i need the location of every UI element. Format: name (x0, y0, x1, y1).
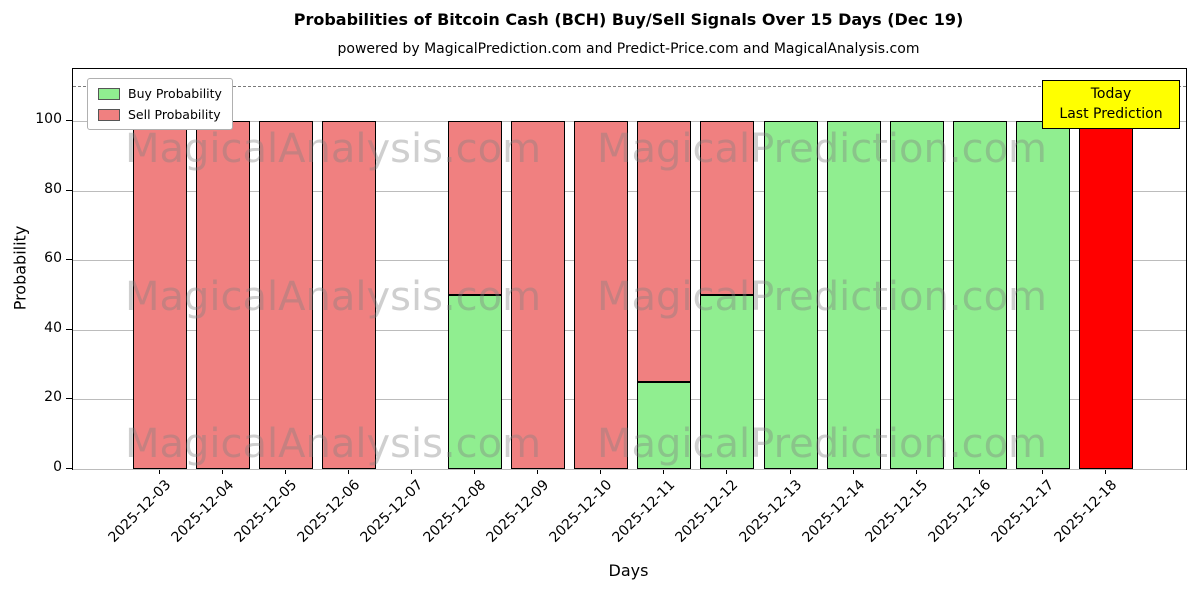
x-tick-mark (537, 469, 539, 474)
gridline (73, 469, 1186, 470)
chart-title: Probabilities of Bitcoin Cash (BCH) Buy/… (293, 10, 964, 29)
legend-label: Buy Probability (128, 86, 222, 101)
gridline (73, 121, 1186, 123)
x-tick-mark (663, 469, 665, 474)
legend-label: Sell Probability (128, 107, 221, 122)
x-tick-mark (347, 469, 349, 474)
annotation-line-last-prediction: Last Prediction (1059, 106, 1163, 123)
bar-segment (195, 121, 250, 469)
x-tick-mark (1041, 469, 1043, 474)
bar-segment (258, 121, 313, 469)
bar-segment (889, 121, 944, 469)
x-tick-mark (158, 469, 160, 474)
y-tick-mark (66, 189, 72, 191)
y-tick-mark (66, 468, 72, 469)
x-axis-label: Days (608, 561, 649, 580)
y-axis-label: Probability (10, 225, 30, 311)
bar-segment (763, 121, 818, 469)
bar-segment (448, 295, 502, 469)
bar-segment (511, 121, 566, 469)
y-tick-label: 80 (44, 180, 62, 197)
bar-segment (700, 121, 755, 296)
y-tick-label: 40 (44, 319, 62, 336)
x-tick-mark (410, 469, 412, 474)
bar-segment (1079, 121, 1133, 469)
legend: Buy Probability Sell Probability (87, 78, 233, 130)
bar-segment (952, 121, 1007, 469)
x-tick-mark (1105, 469, 1106, 474)
x-tick-mark (600, 469, 602, 474)
x-tick-mark (789, 469, 791, 474)
x-tick-mark (852, 469, 854, 474)
bar-segment (574, 121, 629, 469)
bar-segment (826, 121, 881, 469)
y-tick-mark (66, 120, 72, 122)
y-tick-label: 0 (53, 459, 62, 475)
bar-segment (321, 121, 376, 469)
bar-segment (700, 295, 755, 469)
x-tick-mark (978, 469, 980, 474)
x-tick-mark (726, 469, 728, 474)
threshold-dashed-line (73, 86, 1186, 88)
legend-swatch-icon (98, 108, 120, 121)
bar-segment (637, 382, 692, 469)
gridline (73, 260, 1186, 262)
bar-segment (132, 121, 187, 469)
y-tick-mark (66, 328, 72, 330)
bar-segment (1015, 121, 1070, 469)
plot-area: Buy Probability Sell Probability (72, 68, 1187, 470)
x-tick-mark (474, 469, 475, 474)
x-tick-mark (915, 469, 917, 474)
y-tick-label: 20 (44, 389, 62, 406)
y-tick-mark (66, 398, 72, 400)
x-tick-mark (221, 469, 223, 474)
y-tick-mark (66, 259, 72, 261)
legend-swatch-icon (98, 87, 120, 100)
legend-item: Sell Probability (98, 107, 222, 122)
bar-segment (637, 121, 692, 383)
gridline (73, 329, 1186, 331)
chart-subtitle: powered by MagicalPrediction.com and Pre… (337, 41, 920, 57)
gridline (73, 190, 1186, 192)
today-annotation-box: Today Last Prediction (1042, 80, 1180, 129)
bar-segment (448, 121, 502, 296)
gridline (73, 399, 1186, 401)
annotation-line-today: Today (1090, 86, 1132, 102)
x-tick-mark (284, 469, 286, 474)
y-tick-label: 60 (44, 250, 62, 267)
legend-item: Buy Probability (98, 86, 222, 101)
y-tick-label: 100 (35, 111, 62, 128)
